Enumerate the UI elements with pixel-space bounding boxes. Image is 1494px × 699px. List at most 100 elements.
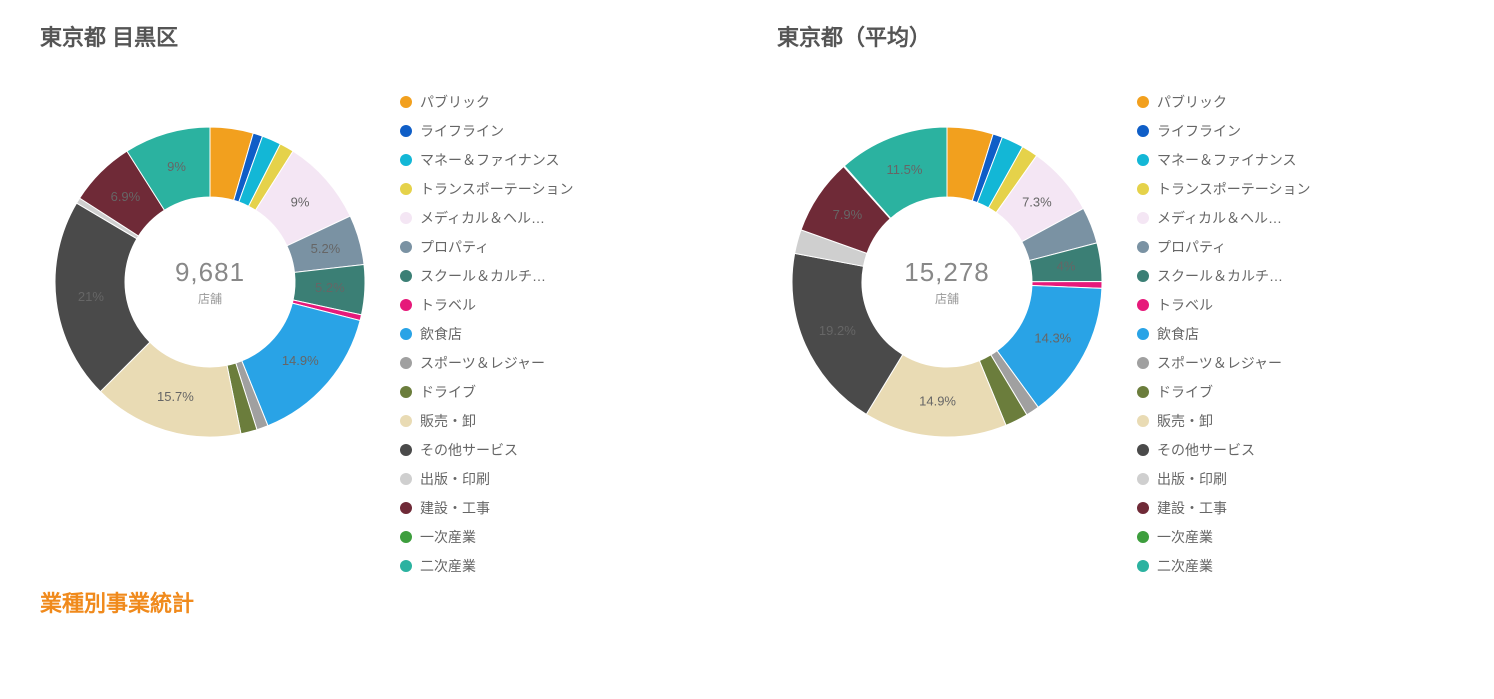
legend-dot-icon (1137, 560, 1149, 572)
legend-item-property[interactable]: プロパティ (1137, 237, 1310, 257)
legend-label: ドライブ (420, 382, 476, 402)
legend-label: パブリック (420, 92, 490, 112)
legend-label: 一次産業 (1157, 527, 1213, 547)
slice-label-property: 5.2% (311, 241, 341, 256)
chart-block-tokyo-avg: 東京都（平均） 7.3%4%14.3%14.9%19.2%7.9%11.5% 1… (777, 20, 1454, 618)
legend-item-money[interactable]: マネー＆ファイナンス (1137, 150, 1310, 170)
legend-item-school[interactable]: スクール＆カルチ… (400, 266, 573, 286)
legend-dot-icon (400, 328, 412, 340)
legend-label: スポーツ＆レジャー (420, 353, 545, 373)
legend-label: トランスポーテーション (1157, 179, 1310, 199)
legend-item-property[interactable]: プロパティ (400, 237, 573, 257)
legend-item-primary[interactable]: 一次産業 (400, 527, 573, 547)
slice-label-restaurant: 14.3% (1034, 331, 1071, 346)
legend-item-travel[interactable]: トラベル (400, 295, 573, 315)
legend-item-money[interactable]: マネー＆ファイナンス (400, 150, 573, 170)
legend-item-publishing[interactable]: 出版・印刷 (400, 469, 573, 489)
legend-dot-icon (400, 241, 412, 253)
legend-dot-icon (1137, 415, 1149, 427)
legend-label: マネー＆ファイナンス (420, 150, 559, 170)
legend-item-restaurant[interactable]: 飲食店 (400, 324, 573, 344)
legend-item-lifeline[interactable]: ライフライン (400, 121, 573, 141)
legend-item-travel[interactable]: トラベル (1137, 295, 1310, 315)
legend-item-sports[interactable]: スポーツ＆レジャー (1137, 353, 1310, 373)
legend-dot-icon (1137, 125, 1149, 137)
legend-label: マネー＆ファイナンス (1157, 150, 1296, 170)
legend-item-drive[interactable]: ドライブ (1137, 382, 1310, 402)
legend-dot-icon (400, 473, 412, 485)
legend-item-transport[interactable]: トランスポーテーション (1137, 179, 1310, 199)
legend-label: メディカル＆ヘル… (1157, 208, 1282, 228)
center-unit: 店舗 (175, 290, 245, 307)
legend-item-medical[interactable]: メディカル＆ヘル… (1137, 208, 1310, 228)
charts-row: 東京都 目黒区 9%5.2%5.2%14.9%15.7%21%6.9%9% 9,… (40, 20, 1454, 618)
legend-item-primary[interactable]: 一次産業 (1137, 527, 1310, 547)
chart-block-meguro: 東京都 目黒区 9%5.2%5.2%14.9%15.7%21%6.9%9% 9,… (40, 20, 717, 618)
legend-dot-icon (1137, 473, 1149, 485)
legend-dot-icon (1137, 183, 1149, 195)
legend-label: 販売・卸 (420, 411, 476, 431)
legend-label: 飲食店 (420, 324, 462, 344)
slice-label-other_svc: 21% (78, 289, 104, 304)
chart-title: 東京都 目黒区 (40, 20, 717, 52)
legend-item-secondary[interactable]: 二次産業 (400, 556, 573, 576)
legend-label: ドライブ (1157, 382, 1213, 402)
legend-item-construction[interactable]: 建設・工事 (1137, 498, 1310, 518)
legend-label: スクール＆カルチ… (1157, 266, 1283, 286)
legend-item-secondary[interactable]: 二次産業 (1137, 556, 1310, 576)
legend-dot-icon (1137, 96, 1149, 108)
legend-item-school[interactable]: スクール＆カルチ… (1137, 266, 1310, 286)
chart-body: 7.3%4%14.3%14.9%19.2%7.9%11.5% 15,278 店舗… (777, 92, 1454, 576)
legend-dot-icon (1137, 241, 1149, 253)
footer-title: 業種別事業統計 (40, 586, 717, 618)
legend-dot-icon (400, 531, 412, 543)
slice-label-construction: 7.9% (833, 207, 863, 222)
donut-wrap: 7.3%4%14.3%14.9%19.2%7.9%11.5% 15,278 店舗 (777, 92, 1117, 472)
legend-item-transport[interactable]: トランスポーテーション (400, 179, 573, 199)
slice-label-retail: 14.9% (919, 394, 956, 409)
chart-title: 東京都（平均） (777, 20, 1454, 52)
legend-dot-icon (400, 502, 412, 514)
legend-dot-icon (1137, 531, 1149, 543)
legend-label: メディカル＆ヘル… (420, 208, 545, 228)
slice-label-secondary: 9% (167, 159, 186, 174)
slice-label-school: 4% (1057, 259, 1076, 274)
legend-label: その他サービス (420, 440, 518, 460)
slice-label-other_svc: 19.2% (819, 323, 856, 338)
legend-label: 建設・工事 (420, 498, 490, 518)
legend-item-public[interactable]: パブリック (400, 92, 573, 112)
slice-label-retail: 15.7% (157, 389, 194, 404)
slice-label-restaurant: 14.9% (282, 353, 319, 368)
legend-item-drive[interactable]: ドライブ (400, 382, 573, 402)
legend-dot-icon (400, 183, 412, 195)
legend-label: 二次産業 (1157, 556, 1213, 576)
legend-item-retail[interactable]: 販売・卸 (1137, 411, 1310, 431)
legend-item-publishing[interactable]: 出版・印刷 (1137, 469, 1310, 489)
legend-dot-icon (400, 154, 412, 166)
legend-dot-icon (400, 96, 412, 108)
legend-item-other_svc[interactable]: その他サービス (1137, 440, 1310, 460)
legend-item-public[interactable]: パブリック (1137, 92, 1310, 112)
legend-label: トランスポーテーション (420, 179, 573, 199)
legend-item-lifeline[interactable]: ライフライン (1137, 121, 1310, 141)
legend-0: パブリックライフラインマネー＆ファイナンストランスポーテーションメディカル＆ヘル… (400, 92, 573, 576)
legend-label: 二次産業 (420, 556, 476, 576)
center-value: 9,681 (175, 257, 245, 288)
legend-item-sports[interactable]: スポーツ＆レジャー (400, 353, 573, 373)
legend-label: プロパティ (1157, 237, 1226, 257)
legend-item-medical[interactable]: メディカル＆ヘル… (400, 208, 573, 228)
center-value: 15,278 (904, 257, 990, 288)
legend-label: トラベル (1157, 295, 1213, 315)
legend-item-retail[interactable]: 販売・卸 (400, 411, 573, 431)
legend-dot-icon (400, 386, 412, 398)
center-unit: 店舗 (904, 290, 990, 307)
legend-item-other_svc[interactable]: その他サービス (400, 440, 573, 460)
donut-center-label: 15,278 店舗 (904, 257, 990, 307)
legend-label: スクール＆カルチ… (420, 266, 546, 286)
legend-dot-icon (1137, 328, 1149, 340)
legend-item-construction[interactable]: 建設・工事 (400, 498, 573, 518)
chart-body: 9%5.2%5.2%14.9%15.7%21%6.9%9% 9,681 店舗 パ… (40, 92, 717, 576)
legend-dot-icon (1137, 386, 1149, 398)
legend-item-restaurant[interactable]: 飲食店 (1137, 324, 1310, 344)
legend-dot-icon (400, 125, 412, 137)
